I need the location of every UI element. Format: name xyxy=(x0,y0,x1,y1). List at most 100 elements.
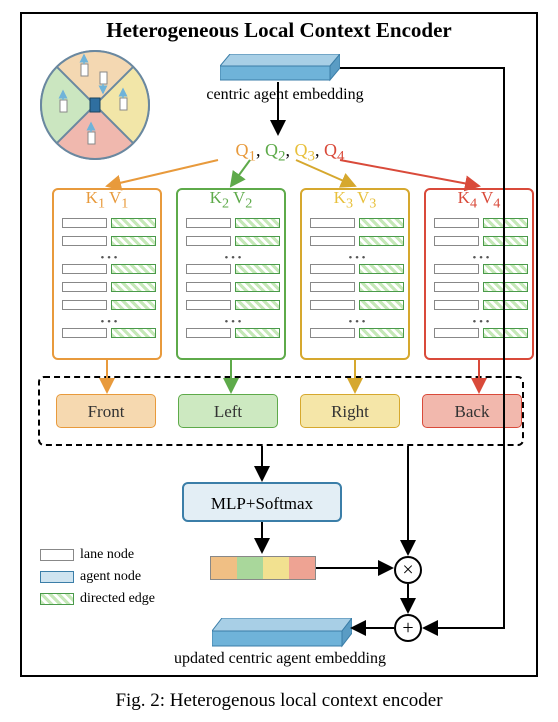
centric-embedding-label: centric agent embedding xyxy=(160,86,410,104)
directed-edge-rect xyxy=(483,328,528,338)
mlp-softmax-block: MLP+Softmax xyxy=(182,482,342,522)
lane-node-rect xyxy=(62,328,107,338)
legend-swatch-edge xyxy=(40,593,74,605)
ellipsis-dots: • • • xyxy=(434,318,528,328)
group-pill-front: Front xyxy=(56,394,156,428)
weight-segment-4 xyxy=(289,557,315,579)
ellipsis-dots: • • • xyxy=(186,254,280,264)
kv-row xyxy=(62,282,156,294)
directed-edge-rect xyxy=(483,236,528,246)
kv-row xyxy=(186,264,280,276)
kv-row xyxy=(62,264,156,276)
lane-node-rect xyxy=(186,236,231,246)
weight-segment-3 xyxy=(263,557,289,579)
kv-row xyxy=(434,328,528,340)
kv-row xyxy=(186,218,280,230)
lane-node-rect xyxy=(310,236,355,246)
sector-circle-icon xyxy=(40,50,150,160)
directed-edge-rect xyxy=(359,218,404,228)
lane-node-rect xyxy=(434,328,479,338)
kv-row xyxy=(310,218,404,230)
legend-label-agent: agent node xyxy=(80,569,141,585)
softmax-weights-bar xyxy=(210,556,316,580)
kv-row xyxy=(186,300,280,312)
kv-row xyxy=(434,218,528,230)
directed-edge-rect xyxy=(359,300,404,310)
kv-row xyxy=(62,300,156,312)
kv-row xyxy=(310,264,404,276)
legend-label-lane: lane node xyxy=(80,547,134,563)
weight-segment-1 xyxy=(211,557,237,579)
legend-label-edge: directed edge xyxy=(80,591,155,607)
kv-rows: • • • • • • xyxy=(186,218,280,346)
directed-edge-rect xyxy=(235,282,280,292)
legend-swatch-lane xyxy=(40,549,74,561)
kv-row xyxy=(186,328,280,340)
directed-edge-rect xyxy=(111,328,156,338)
kv-row xyxy=(434,282,528,294)
kv-row xyxy=(62,328,156,340)
lane-node-rect xyxy=(186,264,231,274)
lane-node-rect xyxy=(62,236,107,246)
updated-embedding-label: updated centric agent embedding xyxy=(150,650,410,668)
lane-node-rect xyxy=(186,300,231,310)
kv-row xyxy=(434,264,528,276)
kv-row xyxy=(62,218,156,230)
kv-rows: • • •• • • xyxy=(62,218,156,346)
directed-edge-rect xyxy=(483,264,528,274)
ellipsis-dots: • • • xyxy=(310,318,404,328)
lane-node-rect xyxy=(62,264,107,274)
directed-edge-rect xyxy=(359,236,404,246)
kv-row xyxy=(434,300,528,312)
kv-head-label: K2 V2 xyxy=(178,188,284,212)
kv-head-label: K3 V3 xyxy=(302,188,408,212)
lane-node-rect xyxy=(434,264,479,274)
directed-edge-rect xyxy=(111,264,156,274)
weight-segment-2 xyxy=(237,557,263,579)
kv-group-left: K2 V2 • • • • • • xyxy=(176,188,286,360)
directed-edge-rect xyxy=(235,264,280,274)
lane-node-rect xyxy=(434,236,479,246)
directed-edge-rect xyxy=(235,218,280,228)
legend-swatch-agent xyxy=(40,571,74,583)
kv-group-right: K3 V3 • • •• • • xyxy=(300,188,410,360)
kv-row xyxy=(434,236,528,248)
lane-node-rect xyxy=(186,218,231,228)
diagram-title: Heterogeneous Local Context Encoder xyxy=(0,18,558,43)
centric-embedding-box xyxy=(220,54,330,78)
kv-group-front: K1 V1• • •• • • xyxy=(52,188,162,360)
figure-caption: Fig. 2: Heterogenous local context encod… xyxy=(0,690,558,712)
group-pill-right: Right xyxy=(300,394,400,428)
directed-edge-rect xyxy=(111,282,156,292)
lane-node-rect xyxy=(434,218,479,228)
q-labels-row: Q1, Q2, Q3, Q4 xyxy=(150,140,430,166)
lane-node-rect xyxy=(186,282,231,292)
lane-node-rect xyxy=(62,300,107,310)
directed-edge-rect xyxy=(111,236,156,246)
lane-node-rect xyxy=(434,282,479,292)
ellipsis-dots: • • • xyxy=(434,254,528,264)
kv-rows: • • •• • • xyxy=(310,218,404,346)
ellipsis-dots: • • • xyxy=(186,318,280,328)
lane-node-rect xyxy=(310,218,355,228)
kv-rows: • • • • • • xyxy=(434,218,528,346)
updated-embedding-box xyxy=(212,618,342,644)
lane-node-rect xyxy=(310,328,355,338)
directed-edge-rect xyxy=(483,282,528,292)
kv-head-label: K4 V4 xyxy=(426,188,532,212)
kv-group-back: K4 V4 • • • • • • xyxy=(424,188,534,360)
lane-node-rect xyxy=(310,264,355,274)
lane-node-rect xyxy=(62,282,107,292)
ellipsis-dots: • • • xyxy=(62,254,156,264)
lane-node-rect xyxy=(310,282,355,292)
group-pill-left: Left xyxy=(178,394,278,428)
directed-edge-rect xyxy=(359,328,404,338)
multiply-op-icon: × xyxy=(394,556,422,584)
directed-edge-rect xyxy=(483,218,528,228)
kv-row xyxy=(310,282,404,294)
kv-row xyxy=(310,300,404,312)
group-pill-back: Back xyxy=(422,394,522,428)
directed-edge-rect xyxy=(111,218,156,228)
add-op-icon: + xyxy=(394,614,422,642)
lane-node-rect xyxy=(62,218,107,228)
